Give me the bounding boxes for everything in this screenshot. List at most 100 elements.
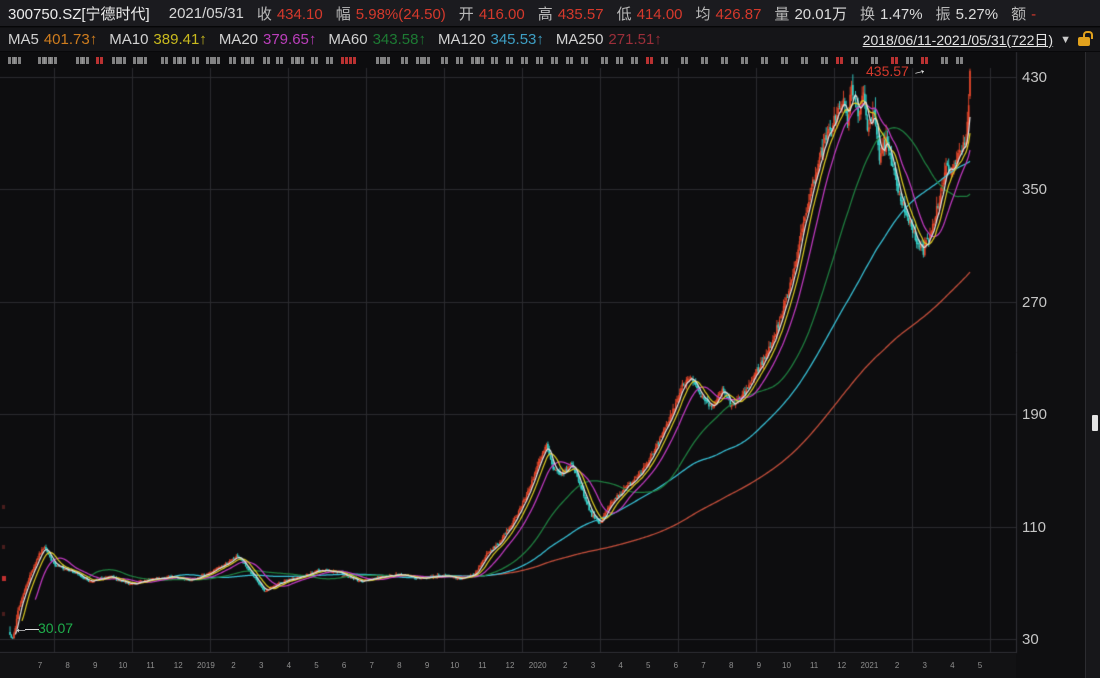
event-marker[interactable] [247, 57, 254, 64]
quote-item: 换 1.47% [860, 3, 923, 24]
event-marker[interactable] [956, 57, 963, 64]
event-marker[interactable] [349, 57, 356, 64]
event-marker[interactable] [836, 57, 843, 64]
event-marker[interactable] [851, 57, 858, 64]
ma-item-label: MA10 [109, 31, 149, 48]
event-marker[interactable] [38, 57, 45, 64]
event-marker[interactable] [536, 57, 543, 64]
event-marker[interactable] [213, 57, 220, 64]
x-axis-label: 2021 [860, 661, 879, 670]
event-marker[interactable] [229, 57, 236, 64]
event-marker[interactable] [291, 57, 298, 64]
event-marker[interactable] [76, 57, 83, 64]
event-marker[interactable] [906, 57, 913, 64]
event-marker[interactable] [551, 57, 558, 64]
event-marker[interactable] [477, 57, 484, 64]
event-marker[interactable] [416, 57, 423, 64]
event-marker[interactable] [521, 57, 528, 64]
event-marker[interactable] [423, 57, 430, 64]
event-marker[interactable] [376, 57, 383, 64]
event-marker[interactable] [631, 57, 638, 64]
event-marker[interactable] [276, 57, 283, 64]
y-axis-label: 350 [1022, 181, 1048, 198]
quote-item-label: 均 [695, 5, 711, 23]
event-marker[interactable] [179, 57, 186, 64]
scrollbar-thumb[interactable] [1092, 415, 1098, 431]
event-marker[interactable] [133, 57, 140, 64]
event-marker[interactable] [646, 57, 653, 64]
event-marker[interactable] [471, 57, 478, 64]
event-marker[interactable] [140, 57, 147, 64]
event-marker[interactable] [112, 57, 119, 64]
ma-item-label: MA5 [8, 31, 39, 48]
event-marker[interactable] [721, 57, 728, 64]
low-price-annotation: ←— 30.07 [14, 620, 73, 636]
event-marker[interactable] [263, 57, 270, 64]
event-marker[interactable] [14, 57, 21, 64]
event-marker[interactable] [341, 57, 348, 64]
unlock-icon[interactable] [1078, 31, 1093, 46]
quote-item: 量 20.01万 [774, 3, 847, 24]
event-marker[interactable] [921, 57, 928, 64]
ma-item-value: 271.51↑ [608, 31, 662, 48]
ma-bar: MA5 401.73↑ MA10 389.41↑ MA20 379.65↑ MA60 343.… [0, 28, 1100, 52]
event-marker[interactable] [491, 57, 498, 64]
x-axis-label: 3 [258, 661, 264, 670]
ma-item-value: 345.53↑ [490, 31, 544, 48]
quote-item: 收 434.10 [257, 3, 323, 24]
x-axis-label: 5 [646, 661, 651, 670]
x-axis-label: 9 [424, 661, 430, 670]
right-scroll-strip [1085, 52, 1100, 678]
event-marker[interactable] [661, 57, 668, 64]
event-marker[interactable] [821, 57, 828, 64]
event-marker[interactable] [616, 57, 623, 64]
event-marker[interactable] [161, 57, 168, 64]
event-marker[interactable] [566, 57, 573, 64]
event-marker[interactable] [941, 57, 948, 64]
range-text[interactable]: 2018/06/11-2021/05/31(722日) [862, 31, 1054, 48]
event-marker[interactable] [401, 57, 408, 64]
event-marker[interactable] [801, 57, 808, 64]
event-marker[interactable] [741, 57, 748, 64]
x-axis-label: 12 [505, 661, 515, 670]
event-marker[interactable] [206, 57, 213, 64]
event-marker[interactable] [241, 57, 248, 64]
stock-symbol[interactable]: 300750.SZ[宁德时代] [8, 5, 150, 23]
ma-item-value: 401.73↑ [43, 31, 98, 48]
event-marker[interactable] [173, 57, 180, 64]
low-price-value: 30.07 [38, 620, 74, 636]
event-marker[interactable] [383, 57, 390, 64]
event-marker[interactable] [601, 57, 608, 64]
range-selector[interactable]: 2018/06/11-2021/05/31(722日) ▼ [862, 30, 1093, 50]
chevron-down-icon[interactable]: ▼ [1060, 33, 1071, 46]
event-marker[interactable] [311, 57, 318, 64]
ma-item: MA5 401.73↑ [8, 31, 97, 48]
event-marker[interactable] [50, 57, 57, 64]
event-marker[interactable] [441, 57, 448, 64]
event-marker[interactable] [297, 57, 304, 64]
x-axis-label: 5 [314, 661, 319, 670]
event-marker[interactable] [192, 57, 199, 64]
quote-item-label: 幅 [335, 5, 351, 23]
quote-bar: 300750.SZ[宁德时代] 2021/05/31 收 434.10 幅 5.98%… [0, 0, 1100, 27]
event-marker[interactable] [701, 57, 708, 64]
event-marker[interactable] [96, 57, 103, 64]
ma-item-label: MA20 [218, 31, 258, 48]
ma-item: MA120 345.53↑ [438, 31, 544, 48]
event-marker[interactable] [781, 57, 788, 64]
event-marker[interactable] [506, 57, 513, 64]
event-marker[interactable] [891, 57, 898, 64]
x-axis-label: 6 [673, 661, 679, 670]
event-marker[interactable] [581, 57, 588, 64]
event-marker[interactable] [44, 57, 51, 64]
event-marker[interactable] [761, 57, 768, 64]
event-marker[interactable] [681, 57, 688, 64]
event-marker[interactable] [82, 57, 89, 64]
event-marker[interactable] [8, 57, 15, 64]
quote-item-label: 开 [458, 5, 474, 23]
event-marker[interactable] [871, 57, 878, 64]
event-marker[interactable] [456, 57, 463, 64]
event-marker[interactable] [326, 57, 333, 64]
event-marker[interactable] [119, 57, 126, 64]
